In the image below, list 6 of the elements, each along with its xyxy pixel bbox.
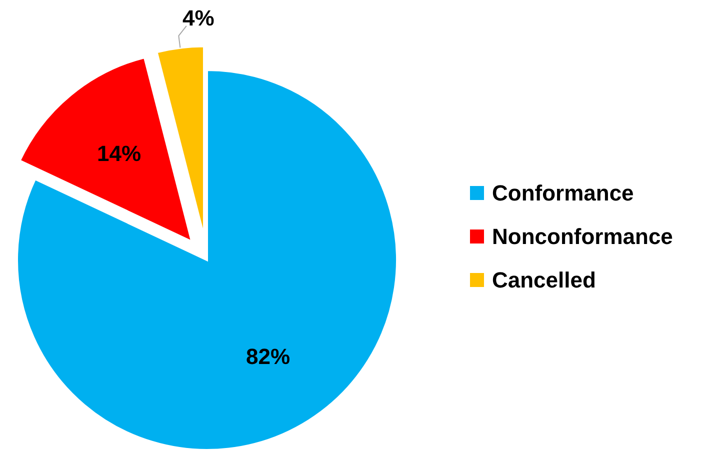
legend-label: Conformance bbox=[492, 180, 634, 206]
data-label: 4% bbox=[182, 5, 214, 30]
legend-label: Cancelled bbox=[492, 268, 596, 292]
data-label: 14% bbox=[97, 141, 142, 166]
data-label: 82% bbox=[246, 344, 290, 369]
legend-label: Nonconformance bbox=[492, 224, 673, 249]
